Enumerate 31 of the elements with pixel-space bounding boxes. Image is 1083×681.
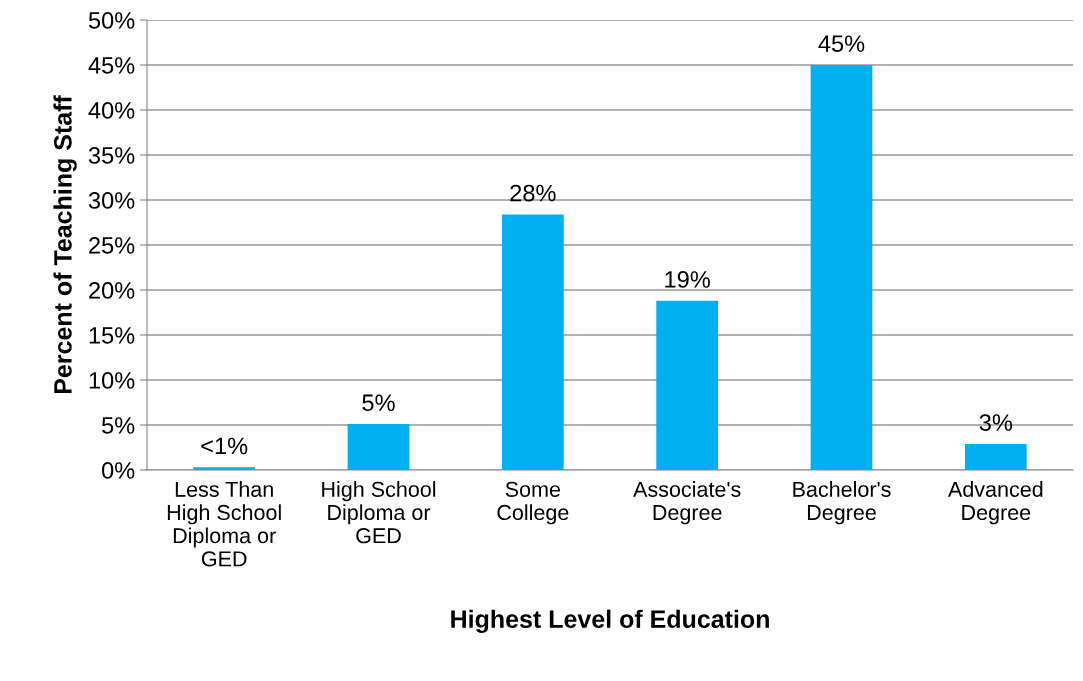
x-tick-label: High School Diploma or GED bbox=[322, 481, 436, 544]
data-label: 28% bbox=[510, 184, 556, 202]
x-tick-label: Advanced Degree bbox=[948, 481, 1043, 525]
y-tick-label: 45% bbox=[88, 57, 135, 74]
y-tick-label: 20% bbox=[89, 282, 135, 299]
x-tick-label: Some College bbox=[497, 481, 569, 525]
bar bbox=[501, 214, 564, 470]
data-label: 19% bbox=[665, 271, 710, 288]
bar bbox=[193, 467, 256, 470]
y-tick-label: 0% bbox=[101, 462, 135, 479]
y-tick-label: 40% bbox=[88, 102, 135, 119]
bar bbox=[656, 300, 719, 470]
x-tick-label: Associate's Degree bbox=[633, 481, 741, 525]
y-tick-label: 30% bbox=[88, 192, 135, 209]
data-label: 5% bbox=[362, 394, 395, 412]
x-axis-title: Highest Level of Education bbox=[451, 609, 769, 634]
bar bbox=[347, 424, 410, 470]
x-tick-label: Bachelor's Degree bbox=[793, 481, 891, 525]
y-tick-label: 50% bbox=[88, 12, 135, 29]
bar bbox=[964, 443, 1027, 470]
data-label: 3% bbox=[979, 414, 1013, 431]
bar bbox=[810, 65, 873, 470]
y-tick-label: 15% bbox=[89, 327, 135, 344]
y-tick-label: 5% bbox=[102, 417, 135, 434]
y-tick-label: 10% bbox=[89, 372, 135, 389]
y-tick-label: 35% bbox=[88, 147, 135, 164]
data-label: <1% bbox=[201, 437, 248, 455]
x-tick-label: Less Than High School Diploma or GED bbox=[167, 481, 281, 567]
data-label: 45% bbox=[818, 35, 865, 52]
y-tick-label: 25% bbox=[89, 237, 135, 254]
y-axis-title: Percent of Teaching Staff bbox=[53, 95, 77, 394]
